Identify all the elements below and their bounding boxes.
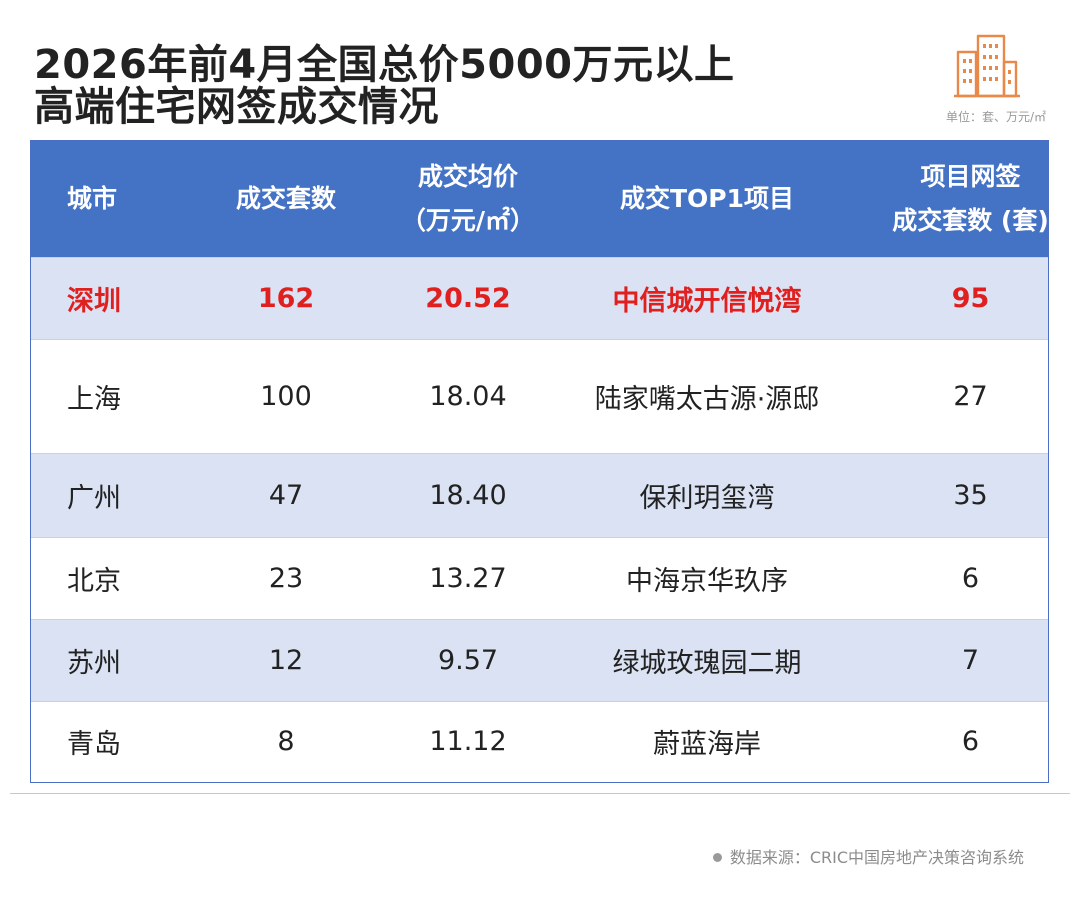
cell-units: 162: [195, 256, 377, 339]
buildings-icon: [954, 34, 1020, 98]
header-top-project-label: 成交TOP1项目: [619, 183, 795, 213]
cell-avg-price: 9.57: [377, 618, 559, 701]
title-line-1: 2026年前4月全国总价5000万元以上: [34, 42, 735, 88]
cell-project-units: 7: [855, 618, 1048, 701]
header-avg-price-label: 成交均价: [417, 161, 518, 191]
cell-units: 8: [195, 700, 377, 782]
cell-city: 深圳: [31, 256, 195, 339]
header-city: 城市: [31, 141, 195, 257]
cell-avg-price: 20.52: [377, 256, 559, 339]
cell-units: 47: [195, 452, 377, 537]
cell-avg-price: 13.27: [377, 536, 559, 619]
cell-project-units: 95: [855, 256, 1048, 339]
table-header-row: 城市 成交套数 成交均价 （万元/㎡） 成交TOP1项目 项目网签 成交套数 (…: [31, 141, 1049, 257]
header-avg-price: 成交均价 （万元/㎡）: [377, 141, 559, 257]
table-row: 广州 47 18.40 保利玥玺湾 35: [31, 452, 1048, 537]
cell-avg-price: 18.04: [377, 338, 559, 453]
cell-city: 北京: [31, 536, 195, 619]
cell-city: 青岛: [31, 700, 195, 782]
cell-city: 广州: [31, 452, 195, 537]
table-row: 青岛 8 11.12 蔚蓝海岸 6: [31, 700, 1048, 782]
data-table: 城市 成交套数 成交均价 （万元/㎡） 成交TOP1项目 项目网签 成交套数 (…: [30, 140, 1049, 783]
cell-avg-price: 11.12: [377, 700, 559, 782]
cell-project-units: 6: [855, 536, 1048, 619]
unit-label: 单位：套、万元/㎡: [945, 110, 1046, 124]
table-row: 苏州 12 9.57 绿城玫瑰园二期 7: [31, 618, 1048, 701]
cell-project-units: 27: [855, 338, 1048, 453]
cell-top-project: 蔚蓝海岸: [559, 700, 855, 782]
cell-avg-price: 18.40: [377, 452, 559, 537]
cell-project-units: 35: [855, 452, 1048, 537]
cell-city: 苏州: [31, 618, 195, 701]
cell-top-project: 中海京华玖序: [559, 536, 855, 619]
header-project-units-unit: 成交套数 (套): [892, 205, 1049, 235]
source-note: 数据来源：CRIC中国房地产决策咨询系统: [712, 848, 1024, 868]
cell-units: 12: [195, 618, 377, 701]
cell-units: 23: [195, 536, 377, 619]
table-row: 深圳 162 20.52 中信城开信悦湾 95: [31, 256, 1048, 339]
header-units: 成交套数: [195, 141, 377, 257]
header-avg-price-unit: （万元/㎡）: [400, 205, 536, 235]
table-row: 北京 23 13.27 中海京华玖序 6: [31, 536, 1048, 619]
header-project-units-label: 项目网签: [920, 161, 1021, 191]
table-row: 上海 100 18.04 陆家嘴太古源·源邸 27: [31, 338, 1048, 453]
cell-top-project: 中信城开信悦湾: [559, 256, 855, 339]
cell-top-project: 保利玥玺湾: [559, 452, 855, 537]
bullet-icon: [712, 853, 722, 862]
header-top-project: 成交TOP1项目: [559, 141, 855, 257]
header-city-label: 城市: [67, 183, 118, 213]
cell-city: 上海: [31, 338, 195, 453]
cell-units: 100: [195, 338, 377, 453]
footer-divider: [10, 793, 1070, 794]
source-text: 数据来源：CRIC中国房地产决策咨询系统: [729, 848, 1024, 867]
header-project-units: 项目网签 成交套数 (套): [855, 141, 1049, 257]
title-line-2: 高端住宅网签成交情况: [34, 84, 439, 130]
chart-title: 2026年前4月全国总价5000万元以上 高端住宅网签成交情况: [34, 44, 854, 128]
cell-top-project: 陆家嘴太古源·源邸: [559, 338, 855, 453]
header-units-label: 成交套数: [235, 183, 336, 213]
cell-project-units: 6: [855, 700, 1048, 782]
cell-top-project: 绿城玫瑰园二期: [559, 618, 855, 701]
